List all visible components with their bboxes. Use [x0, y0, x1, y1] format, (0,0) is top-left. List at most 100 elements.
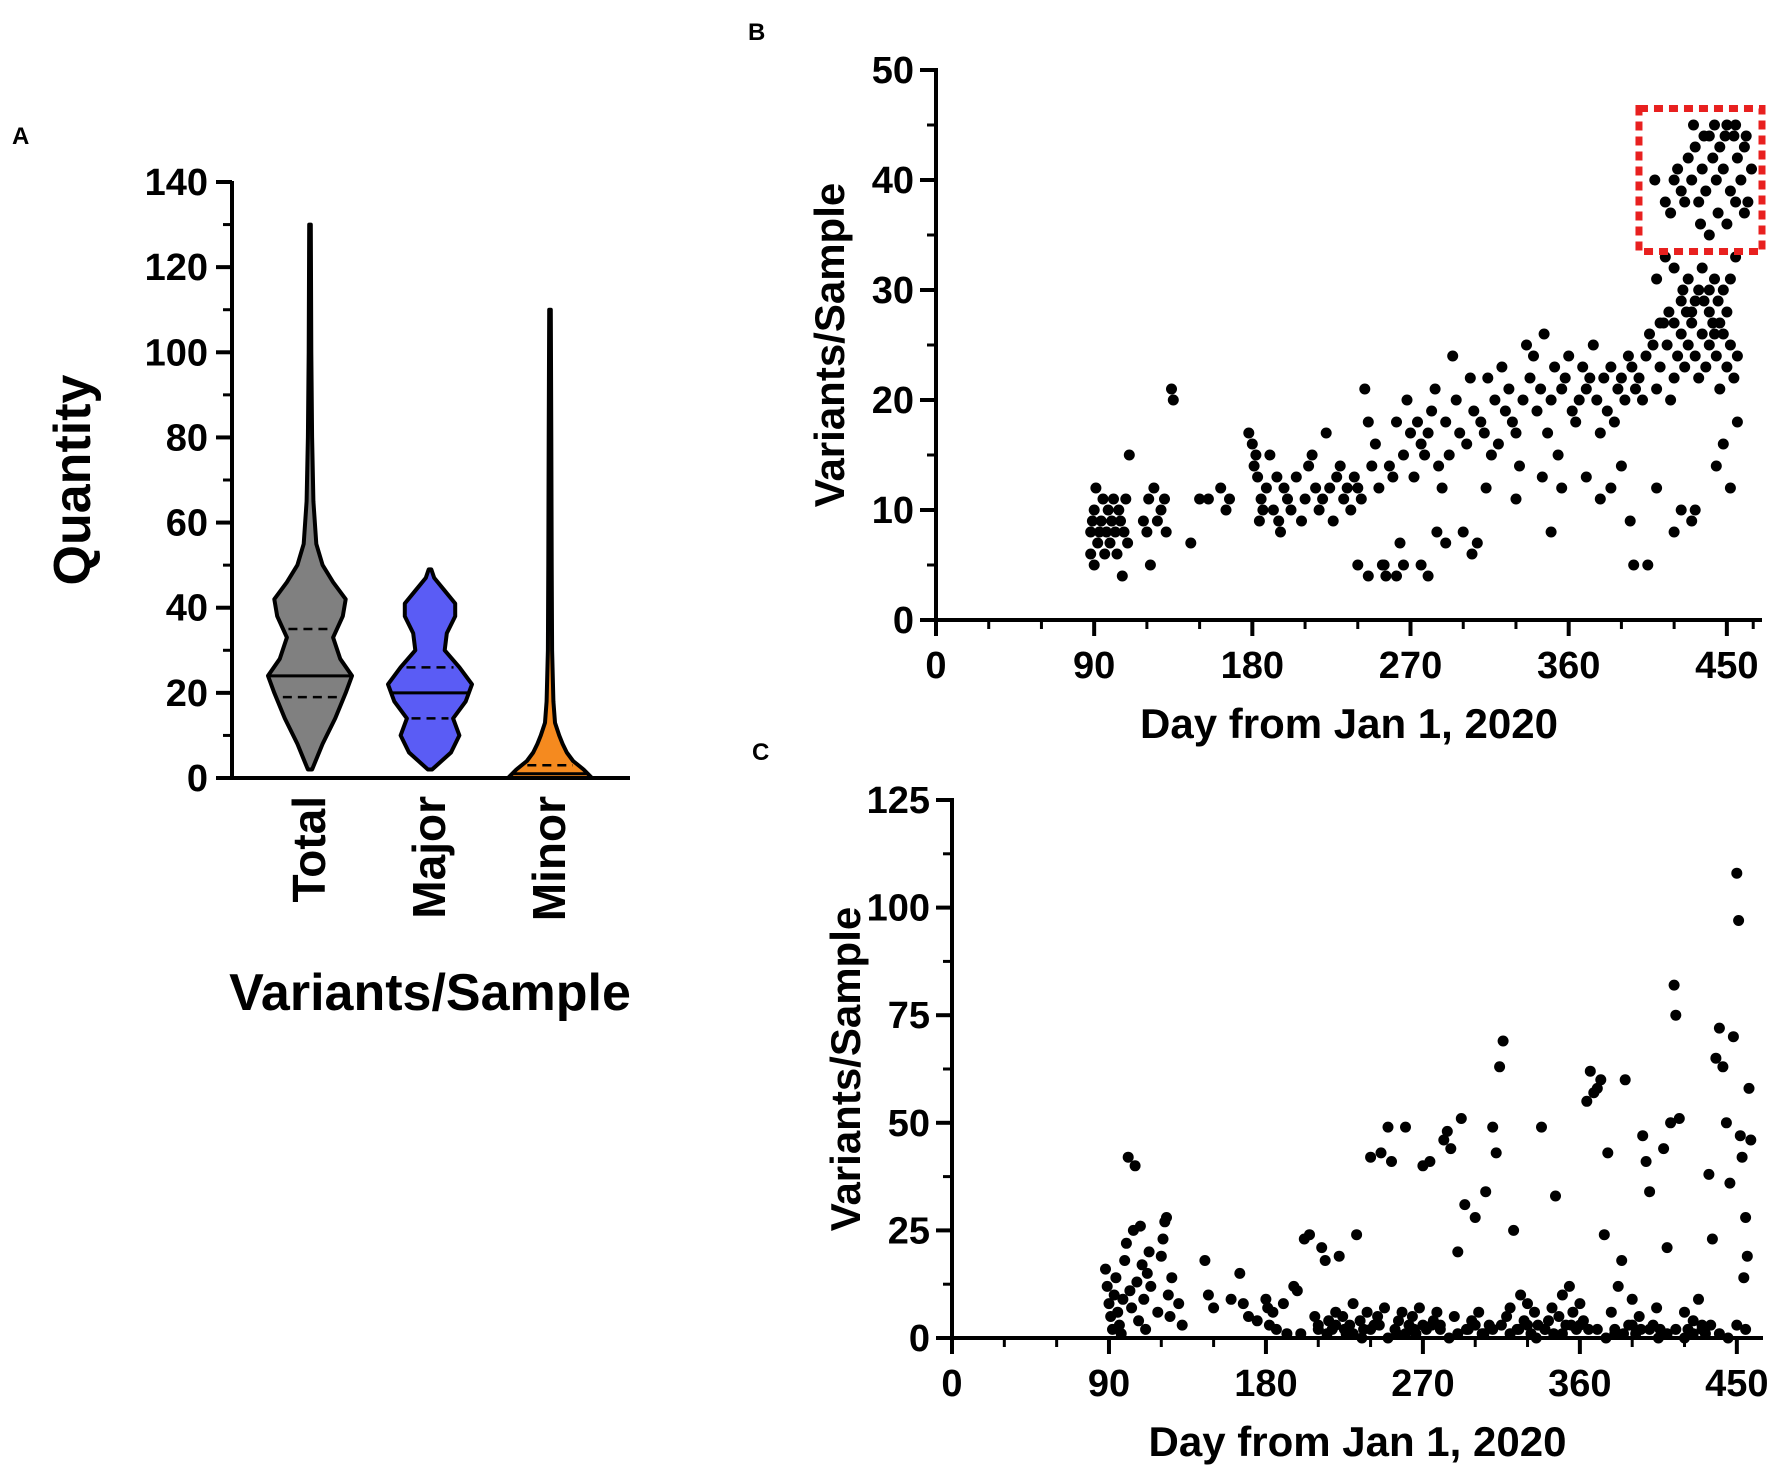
- panel-c-data-point: [1373, 1319, 1385, 1331]
- panel-c-data-point: [1652, 1332, 1664, 1344]
- panel-b-data-point: [1362, 570, 1374, 582]
- panel-c-data-point: [1113, 1319, 1125, 1331]
- panel-b-data-point: [1677, 284, 1689, 296]
- panel-b-data-point: [1185, 537, 1197, 549]
- panel-b-data-point: [1686, 515, 1698, 527]
- panel-b-data-point: [1686, 174, 1698, 186]
- panel-c-data-point: [1602, 1147, 1614, 1159]
- panel-b-data-point: [1405, 427, 1416, 439]
- panel-c-data-point: [1693, 1293, 1704, 1305]
- panel-b-data-point: [1243, 427, 1255, 439]
- panel-b-data-point: [1542, 427, 1554, 439]
- panel-b-data-point: [1668, 174, 1680, 186]
- panel-b-data-point: [1517, 394, 1529, 406]
- panel-c-data-point: [1487, 1121, 1499, 1133]
- panel-a-y-axis-title: Quantity: [44, 374, 102, 585]
- panel-b-data-point: [1275, 526, 1286, 538]
- panel-c-x-tick-label: 90: [1088, 1363, 1130, 1405]
- panel-c-scatter-chart: C 0 25 50 75 100 125 0 90 180 270 360 450 Day from J…: [752, 739, 1769, 1465]
- panel-c-data-point: [1134, 1220, 1146, 1232]
- panel-c-x-tick-label: 450: [1705, 1363, 1768, 1405]
- panel-c-data-point: [1734, 1130, 1746, 1142]
- panel-b-data-point: [1682, 273, 1694, 285]
- panel-c-data-point: [1347, 1328, 1359, 1340]
- panel-b-data-point: [1682, 339, 1694, 351]
- panel-c-data-point: [1633, 1311, 1645, 1322]
- panel-a-y-tick-label: 140: [145, 162, 208, 204]
- panel-b-data-point: [1310, 482, 1322, 494]
- panel-b-data-point: [1524, 372, 1536, 384]
- panel-b-data-point: [1104, 537, 1116, 549]
- panel-b-data-point: [1260, 482, 1272, 494]
- panel-c-data-point: [1459, 1199, 1471, 1211]
- panel-b-data-point: [1510, 493, 1522, 505]
- panel-b-data-point: [1721, 306, 1733, 318]
- panel-b-data-point: [1707, 152, 1719, 164]
- panel-b-data-point: [1712, 295, 1724, 307]
- panel-c-x-tick-label: 270: [1391, 1363, 1454, 1405]
- panel-b-data-point: [1341, 482, 1353, 494]
- panel-c-data-point: [1443, 1332, 1455, 1344]
- panel-b-data-point: [1514, 460, 1525, 472]
- panel-c-data-point: [1513, 1323, 1525, 1335]
- panel-c-data-point: [1138, 1293, 1150, 1305]
- panel-c-data-point: [1530, 1332, 1542, 1344]
- panel-c-data-point: [1122, 1151, 1134, 1163]
- panel-b-data-point: [1123, 449, 1135, 461]
- panel-c-data-point: [1553, 1311, 1565, 1322]
- panel-b-data-point: [1450, 394, 1462, 406]
- panel-c-data-point: [1152, 1306, 1164, 1318]
- panel-c-data-point: [1438, 1134, 1450, 1146]
- panel-b-data-point: [1577, 361, 1589, 373]
- panel-c-data-point: [1379, 1302, 1390, 1314]
- panel-c-data-point: [1522, 1319, 1533, 1331]
- panel-c-data-point: [1319, 1255, 1331, 1266]
- panel-c-data-point: [1396, 1306, 1408, 1318]
- panel-b-data-point: [1651, 273, 1663, 285]
- panel-b-data-point: [1095, 515, 1107, 527]
- panel-b-data-point: [1735, 174, 1747, 186]
- panel-c-data-point: [1736, 1151, 1748, 1163]
- panel-b-data-point: [1088, 504, 1100, 516]
- panel-c-data-point: [1365, 1151, 1377, 1163]
- panel-b-data-point: [1693, 284, 1705, 296]
- panel-c-data-point: [1162, 1289, 1174, 1301]
- panel-b-data-point: [1267, 504, 1279, 516]
- panel-b-data-point: [1334, 460, 1346, 472]
- panel-b-data-point: [1591, 394, 1603, 406]
- panel-c-data-point: [1270, 1323, 1282, 1335]
- panel-b-x-tick-label: 360: [1537, 645, 1600, 687]
- panel-b-data-point: [1220, 504, 1232, 516]
- panel-c-data-point: [1208, 1302, 1220, 1314]
- violin-minor: [506, 307, 594, 780]
- panel-b-data-point: [1415, 559, 1427, 571]
- panel-b-data-point: [1536, 471, 1548, 483]
- panel-c-data-point: [1480, 1186, 1492, 1198]
- panel-b-data-point: [1714, 141, 1726, 153]
- panel-c-data-point: [1115, 1328, 1127, 1340]
- panel-c-data-point: [1129, 1160, 1141, 1172]
- panel-c-data-point: [1487, 1323, 1499, 1335]
- panel-b-data-point: [1478, 427, 1490, 439]
- panel-c-data-point: [1473, 1306, 1485, 1318]
- panel-c-data-point: [1100, 1263, 1111, 1275]
- panel-b-data-point: [1717, 438, 1729, 450]
- panel-c-data-point: [1338, 1323, 1350, 1335]
- panel-c-data-point: [1375, 1147, 1387, 1159]
- panel-b-data-point: [1649, 174, 1661, 186]
- panel-c-data-point: [1469, 1319, 1481, 1331]
- panel-b-data-point: [1422, 427, 1434, 439]
- panel-b-data-point: [1696, 262, 1708, 274]
- panel-c-data-point: [1161, 1212, 1172, 1223]
- panel-b-data-point: [1102, 504, 1114, 516]
- panel-b-data-point: [1675, 185, 1687, 197]
- panel-b-data-point: [1710, 350, 1722, 362]
- panel-c-data-point: [1126, 1302, 1138, 1314]
- panel-b-x-tick-label: 180: [1221, 645, 1284, 687]
- panel-b-data-point: [1118, 526, 1130, 538]
- panel-c-y-tick-label: 100: [867, 888, 930, 930]
- panel-b-data-point: [1327, 515, 1339, 527]
- panel-b-data-point: [1746, 163, 1757, 175]
- panel-b-data-point: [1619, 394, 1631, 406]
- panel-b-scatter-chart: B 0 10 20 30 40 50 0 90 180 270 360 450 Day from Jan…: [748, 19, 1766, 747]
